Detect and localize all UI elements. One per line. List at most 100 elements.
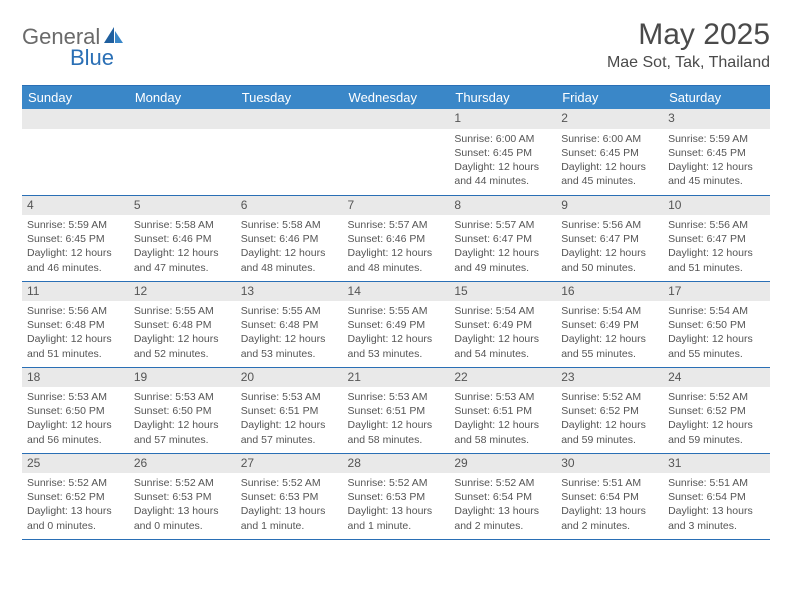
day-number: 12 [129, 282, 236, 301]
day-number: 4 [22, 196, 129, 215]
empty-cell [343, 109, 450, 195]
day-cell: 31Sunrise: 5:51 AMSunset: 6:54 PMDayligh… [663, 453, 770, 539]
day-details: Sunrise: 5:55 AMSunset: 6:49 PMDaylight:… [343, 301, 450, 363]
day-cell: 20Sunrise: 5:53 AMSunset: 6:51 PMDayligh… [236, 367, 343, 453]
brand-part2: Blue [70, 45, 114, 70]
day-number: 28 [343, 454, 450, 473]
day-cell: 12Sunrise: 5:55 AMSunset: 6:48 PMDayligh… [129, 281, 236, 367]
day-cell: 24Sunrise: 5:52 AMSunset: 6:52 PMDayligh… [663, 367, 770, 453]
day-details: Sunrise: 5:53 AMSunset: 6:51 PMDaylight:… [236, 387, 343, 449]
day-details: Sunrise: 5:51 AMSunset: 6:54 PMDaylight:… [663, 473, 770, 535]
day-details: Sunrise: 5:58 AMSunset: 6:46 PMDaylight:… [129, 215, 236, 277]
calendar-page: General Blue May 2025 Mae Sot, Tak, Thai… [0, 0, 792, 550]
weekday-header: Sunday [22, 86, 129, 110]
day-number: 26 [129, 454, 236, 473]
day-details: Sunrise: 5:53 AMSunset: 6:51 PMDaylight:… [343, 387, 450, 449]
day-cell: 9Sunrise: 5:56 AMSunset: 6:47 PMDaylight… [556, 195, 663, 281]
day-number: 22 [449, 368, 556, 387]
day-number: 31 [663, 454, 770, 473]
calendar-row: 25Sunrise: 5:52 AMSunset: 6:52 PMDayligh… [22, 453, 770, 539]
day-cell: 30Sunrise: 5:51 AMSunset: 6:54 PMDayligh… [556, 453, 663, 539]
weekday-header: Monday [129, 86, 236, 110]
day-details: Sunrise: 6:00 AMSunset: 6:45 PMDaylight:… [449, 129, 556, 191]
day-number: 8 [449, 196, 556, 215]
day-number: 18 [22, 368, 129, 387]
day-number: 21 [343, 368, 450, 387]
day-details: Sunrise: 5:57 AMSunset: 6:47 PMDaylight:… [449, 215, 556, 277]
day-number: 5 [129, 196, 236, 215]
calendar-row: 1Sunrise: 6:00 AMSunset: 6:45 PMDaylight… [22, 109, 770, 195]
day-number: 7 [343, 196, 450, 215]
day-details: Sunrise: 5:52 AMSunset: 6:52 PMDaylight:… [22, 473, 129, 535]
day-number: 16 [556, 282, 663, 301]
calendar-row: 18Sunrise: 5:53 AMSunset: 6:50 PMDayligh… [22, 367, 770, 453]
day-details: Sunrise: 5:52 AMSunset: 6:53 PMDaylight:… [343, 473, 450, 535]
day-details: Sunrise: 5:57 AMSunset: 6:46 PMDaylight:… [343, 215, 450, 277]
day-number: 13 [236, 282, 343, 301]
day-cell: 2Sunrise: 6:00 AMSunset: 6:45 PMDaylight… [556, 109, 663, 195]
day-details: Sunrise: 5:55 AMSunset: 6:48 PMDaylight:… [236, 301, 343, 363]
day-number [343, 109, 450, 128]
day-cell: 18Sunrise: 5:53 AMSunset: 6:50 PMDayligh… [22, 367, 129, 453]
day-cell: 22Sunrise: 5:53 AMSunset: 6:51 PMDayligh… [449, 367, 556, 453]
day-number: 29 [449, 454, 556, 473]
calendar-body: 1Sunrise: 6:00 AMSunset: 6:45 PMDaylight… [22, 109, 770, 539]
day-details: Sunrise: 5:54 AMSunset: 6:49 PMDaylight:… [449, 301, 556, 363]
empty-cell [236, 109, 343, 195]
day-cell: 11Sunrise: 5:56 AMSunset: 6:48 PMDayligh… [22, 281, 129, 367]
day-cell: 13Sunrise: 5:55 AMSunset: 6:48 PMDayligh… [236, 281, 343, 367]
day-cell: 26Sunrise: 5:52 AMSunset: 6:53 PMDayligh… [129, 453, 236, 539]
day-cell: 28Sunrise: 5:52 AMSunset: 6:53 PMDayligh… [343, 453, 450, 539]
day-number: 25 [22, 454, 129, 473]
brand-text: General Blue [22, 24, 124, 77]
day-number [22, 109, 129, 128]
day-cell: 1Sunrise: 6:00 AMSunset: 6:45 PMDaylight… [449, 109, 556, 195]
day-cell: 16Sunrise: 5:54 AMSunset: 6:49 PMDayligh… [556, 281, 663, 367]
day-number: 30 [556, 454, 663, 473]
day-details: Sunrise: 5:56 AMSunset: 6:47 PMDaylight:… [663, 215, 770, 277]
day-number: 11 [22, 282, 129, 301]
day-cell: 14Sunrise: 5:55 AMSunset: 6:49 PMDayligh… [343, 281, 450, 367]
day-cell: 4Sunrise: 5:59 AMSunset: 6:45 PMDaylight… [22, 195, 129, 281]
location-subtitle: Mae Sot, Tak, Thailand [607, 54, 770, 72]
calendar-row: 4Sunrise: 5:59 AMSunset: 6:45 PMDaylight… [22, 195, 770, 281]
day-details: Sunrise: 5:51 AMSunset: 6:54 PMDaylight:… [556, 473, 663, 535]
day-details: Sunrise: 6:00 AMSunset: 6:45 PMDaylight:… [556, 129, 663, 191]
day-details: Sunrise: 5:54 AMSunset: 6:50 PMDaylight:… [663, 301, 770, 363]
day-details: Sunrise: 5:55 AMSunset: 6:48 PMDaylight:… [129, 301, 236, 363]
day-details: Sunrise: 5:59 AMSunset: 6:45 PMDaylight:… [22, 215, 129, 277]
day-details: Sunrise: 5:52 AMSunset: 6:54 PMDaylight:… [449, 473, 556, 535]
day-cell: 7Sunrise: 5:57 AMSunset: 6:46 PMDaylight… [343, 195, 450, 281]
day-cell: 17Sunrise: 5:54 AMSunset: 6:50 PMDayligh… [663, 281, 770, 367]
day-cell: 25Sunrise: 5:52 AMSunset: 6:52 PMDayligh… [22, 453, 129, 539]
day-cell: 3Sunrise: 5:59 AMSunset: 6:45 PMDaylight… [663, 109, 770, 195]
calendar-head: SundayMondayTuesdayWednesdayThursdayFrid… [22, 86, 770, 110]
day-details: Sunrise: 5:52 AMSunset: 6:52 PMDaylight:… [663, 387, 770, 449]
day-details: Sunrise: 5:53 AMSunset: 6:50 PMDaylight:… [22, 387, 129, 449]
day-number [129, 109, 236, 128]
day-number: 3 [663, 109, 770, 128]
day-cell: 15Sunrise: 5:54 AMSunset: 6:49 PMDayligh… [449, 281, 556, 367]
page-header: General Blue May 2025 Mae Sot, Tak, Thai… [22, 18, 770, 77]
weekday-header: Thursday [449, 86, 556, 110]
day-cell: 6Sunrise: 5:58 AMSunset: 6:46 PMDaylight… [236, 195, 343, 281]
day-number: 6 [236, 196, 343, 215]
day-number [236, 109, 343, 128]
day-number: 20 [236, 368, 343, 387]
day-number: 27 [236, 454, 343, 473]
day-number: 24 [663, 368, 770, 387]
day-number: 14 [343, 282, 450, 301]
day-number: 10 [663, 196, 770, 215]
weekday-header: Tuesday [236, 86, 343, 110]
day-cell: 8Sunrise: 5:57 AMSunset: 6:47 PMDaylight… [449, 195, 556, 281]
day-number: 19 [129, 368, 236, 387]
day-details: Sunrise: 5:56 AMSunset: 6:47 PMDaylight:… [556, 215, 663, 277]
weekday-header: Saturday [663, 86, 770, 110]
day-cell: 10Sunrise: 5:56 AMSunset: 6:47 PMDayligh… [663, 195, 770, 281]
day-details: Sunrise: 5:52 AMSunset: 6:53 PMDaylight:… [129, 473, 236, 535]
day-details: Sunrise: 5:52 AMSunset: 6:52 PMDaylight:… [556, 387, 663, 449]
day-number: 23 [556, 368, 663, 387]
month-title: May 2025 [607, 18, 770, 52]
brand-logo: General Blue [22, 18, 124, 77]
title-block: May 2025 Mae Sot, Tak, Thailand [607, 18, 770, 72]
